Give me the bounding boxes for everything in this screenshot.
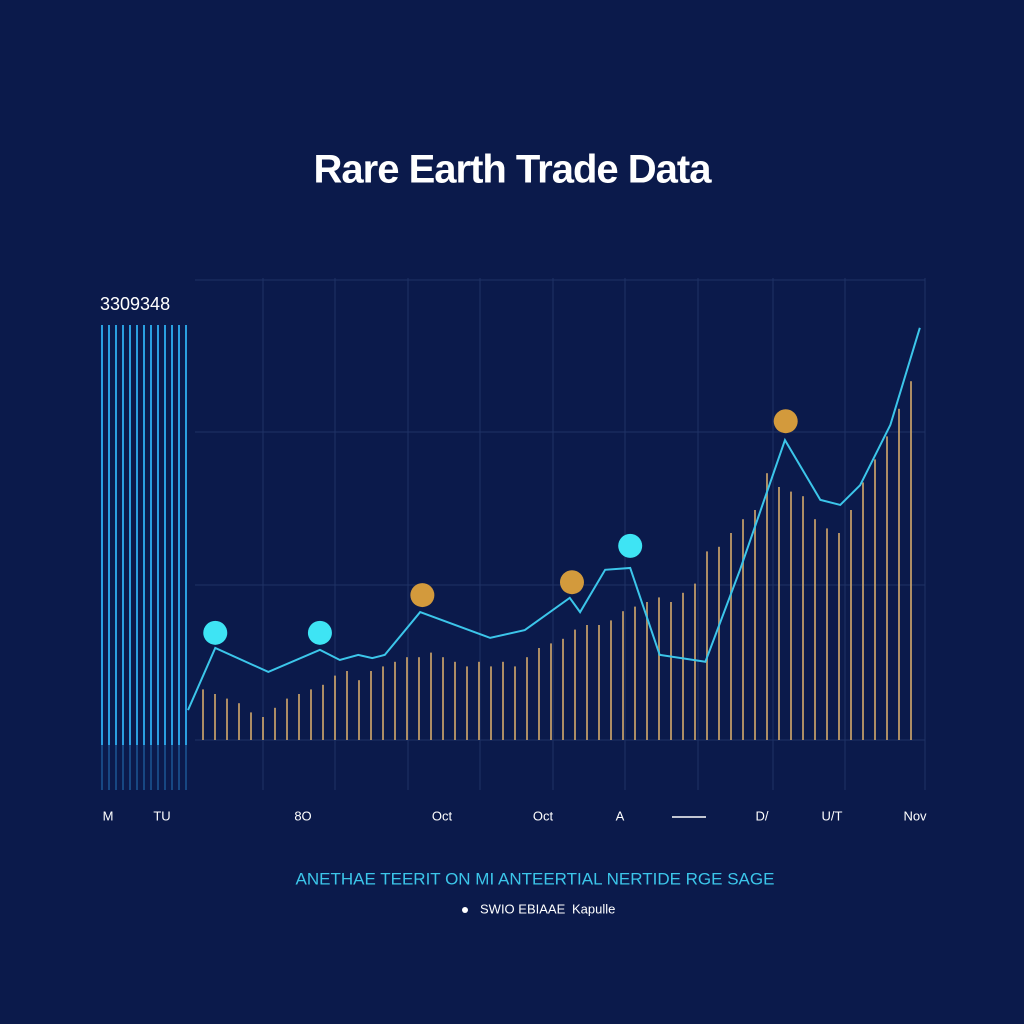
bar [730, 533, 732, 740]
bar [682, 592, 684, 740]
x-tick-label: 8O [294, 808, 311, 823]
legend-text: SWIO EBIAAE [480, 901, 566, 916]
x-tick-label: M [103, 808, 114, 823]
bar [250, 712, 252, 740]
bar [562, 638, 564, 740]
bar [550, 643, 552, 740]
bar [814, 519, 816, 740]
bar [778, 487, 780, 740]
bar [298, 694, 300, 740]
chart-title: Rare Earth Trade Data [314, 148, 713, 192]
bar [874, 459, 876, 740]
bar [886, 436, 888, 740]
bar [754, 510, 756, 740]
bar [706, 551, 708, 740]
bar [526, 657, 528, 740]
x-tick-label: Nov [903, 808, 927, 823]
bar [466, 666, 468, 740]
bar [478, 661, 480, 740]
bar [742, 519, 744, 740]
bar [310, 689, 312, 740]
bar [622, 611, 624, 740]
bar [694, 583, 696, 740]
bar [442, 657, 444, 740]
bar [490, 666, 492, 740]
x-tick-label: Oct [533, 808, 554, 823]
bar [718, 546, 720, 740]
bar [430, 652, 432, 740]
bar [586, 625, 588, 740]
bar [514, 666, 516, 740]
x-tick-label: Oct [432, 808, 453, 823]
point [203, 620, 228, 645]
bar [670, 602, 672, 740]
grid [195, 278, 926, 790]
x-tick-label: A [616, 808, 625, 823]
point [773, 409, 798, 434]
bar [502, 661, 504, 740]
bar [322, 684, 324, 740]
bar [658, 597, 660, 740]
bar [202, 689, 204, 740]
bar [802, 496, 804, 740]
bar [838, 533, 840, 740]
bar [574, 629, 576, 740]
bar [394, 661, 396, 740]
bar [646, 602, 648, 740]
bar [538, 648, 540, 740]
bar [238, 703, 240, 740]
line [187, 327, 921, 711]
bar [274, 707, 276, 740]
y-label: 3309348 [100, 294, 170, 314]
bar [262, 717, 264, 740]
bar [862, 482, 864, 740]
point [618, 533, 643, 558]
bar [286, 698, 288, 740]
bar [358, 680, 360, 740]
bar [214, 694, 216, 740]
bar [598, 625, 600, 740]
bar [370, 671, 372, 740]
legend-dot [462, 907, 468, 913]
bar [226, 698, 228, 740]
bar [766, 473, 768, 740]
bar [826, 528, 828, 740]
bar [610, 620, 612, 740]
bar [898, 408, 900, 740]
bar [346, 671, 348, 740]
point [307, 620, 332, 645]
bar [406, 657, 408, 740]
point [559, 570, 584, 595]
caption: ANETHAE TEERIT ON MI ANTEERTIAL NERTIDE … [296, 869, 775, 888]
bar [910, 381, 912, 740]
x-tick-label: U/T [822, 808, 843, 823]
left-stripes [101, 325, 187, 790]
bar [790, 491, 792, 740]
bar [382, 666, 384, 740]
legend-text: Kapulle [572, 901, 615, 916]
bar [850, 510, 852, 740]
x-tick-label: TU [153, 808, 170, 823]
x-tick-label: D/ [756, 808, 769, 823]
bar [634, 606, 636, 740]
bar [334, 675, 336, 740]
point [410, 583, 435, 608]
bar [418, 657, 420, 740]
bar [454, 661, 456, 740]
